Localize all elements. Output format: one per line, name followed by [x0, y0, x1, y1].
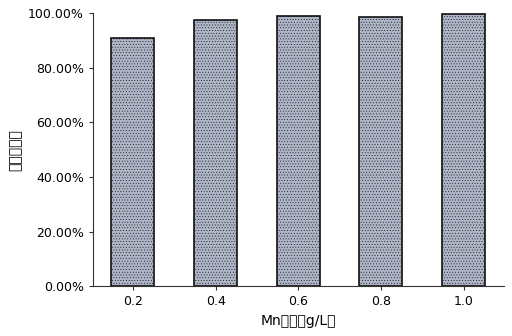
Bar — [194, 20, 237, 286]
Bar — [359, 17, 402, 286]
Bar — [112, 38, 155, 286]
Bar — [277, 16, 319, 286]
Bar — [442, 14, 485, 286]
X-axis label: Mn浓度（g/L）: Mn浓度（g/L） — [261, 314, 336, 328]
Y-axis label: 最高去除率: 最高去除率 — [8, 129, 23, 171]
